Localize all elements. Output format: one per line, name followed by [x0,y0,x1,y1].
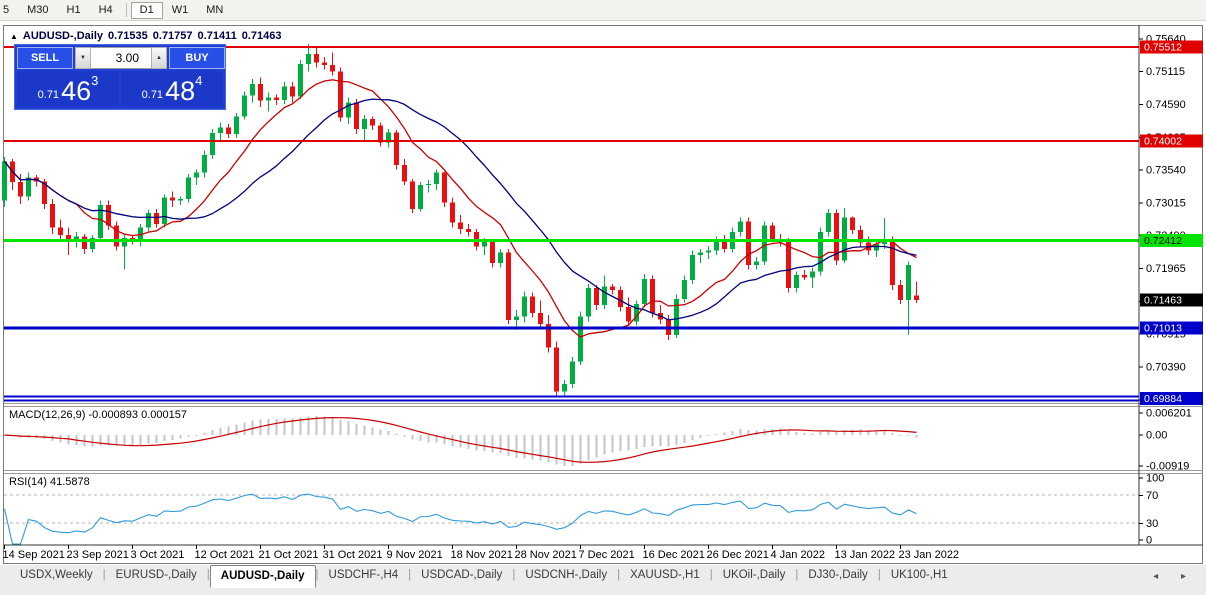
chart-tab-xauusd-h1[interactable]: XAUUSD-,H1 [630,569,700,581]
volume-input[interactable] [91,47,151,69]
timeframe-button-h1[interactable]: H1 [66,4,81,16]
sell-price-prefix: 0.71 [37,89,60,101]
tab-separator: | [408,569,412,581]
chart-tab-bar: USDX,Weekly | EURUSD-,Daily | AUDUSD-,Daily |… [0,565,1206,595]
sell-button[interactable]: SELL [17,47,73,69]
chart-info-line: ▲ AUDUSD-,Daily 0.71535 0.71757 0.71411 … [10,30,281,42]
tab-scroll-arrows[interactable]: ◂ ▸ [1153,571,1196,582]
chart-tab-eurusd-daily[interactable]: EURUSD-,Daily [115,569,197,581]
one-click-trading-panel: SELL ▼ ▲ BUY 0.71 46 3 0.71 48 4 [14,44,226,110]
ohlc-high: 0.71757 [152,30,193,42]
macd-value-signal: 0.000157 [141,409,187,421]
tab-separator: | [617,569,621,581]
volume-decrease-button[interactable]: ▼ [75,47,91,69]
volume-increase-button[interactable]: ▲ [151,47,167,69]
tab-separator: | [206,569,210,581]
chart-tab-uk100-h1[interactable]: UK100-,H1 [890,569,948,581]
rsi-label: RSI(14) 41.5878 [9,476,90,488]
chart-tab-dj30-daily[interactable]: DJ30-,Daily [808,569,868,581]
ohlc-close: 0.71463 [241,30,282,42]
sell-price-big: 46 [61,76,92,106]
rsi-name: RSI(14) [9,476,47,488]
timeframe-button-5[interactable]: 5 [3,4,10,16]
tab-separator: | [102,569,106,581]
tab-separator: | [512,569,516,581]
buy-price-sup: 4 [195,73,203,88]
chart-tab-usdcad-daily[interactable]: USDCAD-,Daily [421,569,503,581]
timeframe-button-m30[interactable]: M30 [27,4,49,16]
ohlc-open: 0.71535 [108,30,148,42]
chart-tab-usdx-weekly[interactable]: USDX,Weekly [20,569,93,581]
buy-price-prefix: 0.71 [141,89,164,101]
sell-price-sup: 3 [91,73,99,88]
chart-tab-audusd-daily[interactable]: AUDUSD-,Daily [209,565,316,588]
timeframe-button-mn[interactable]: MN [206,4,224,16]
macd-label: MACD(12,26,9) -0.000893 0.000157 [9,409,187,421]
timeframe-button-w1[interactable]: W1 [171,4,189,16]
buy-button[interactable]: BUY [169,47,225,69]
timeframe-toolbar: 5 M30 H1 H4 D1 W1 MN [0,0,1206,21]
ohlc-low: 0.71411 [197,30,237,42]
volume-stepper: ▼ ▲ [75,47,167,69]
chart-tab-usdcnh-daily[interactable]: USDCNH-,Daily [525,569,608,581]
toolbar-separator [125,3,127,17]
sell-price-display[interactable]: 0.71 46 3 [17,71,119,107]
timeframe-button-d1[interactable]: D1 [130,1,163,19]
chart-tab-usdchf-h4[interactable]: USDCHF-,H4 [328,569,399,581]
tab-separator: | [877,569,881,581]
tab-separator: | [709,569,713,581]
rsi-value: 41.5878 [49,476,90,488]
chart-symbol-icon: ▲ [10,31,18,41]
tab-separator: | [315,569,319,581]
macd-name: MACD(12,26,9) [9,409,86,421]
tab-separator: | [795,569,799,581]
chart-tab-ukoil-daily[interactable]: UKOil-,Daily [722,569,786,581]
timeframe-button-h4[interactable]: H4 [98,4,113,16]
chart-symbol-label: AUDUSD-,Daily [22,30,103,42]
macd-value-main: -0.000893 [88,409,139,421]
buy-price-display[interactable]: 0.71 48 4 [121,71,223,107]
buy-price-big: 48 [165,76,196,106]
